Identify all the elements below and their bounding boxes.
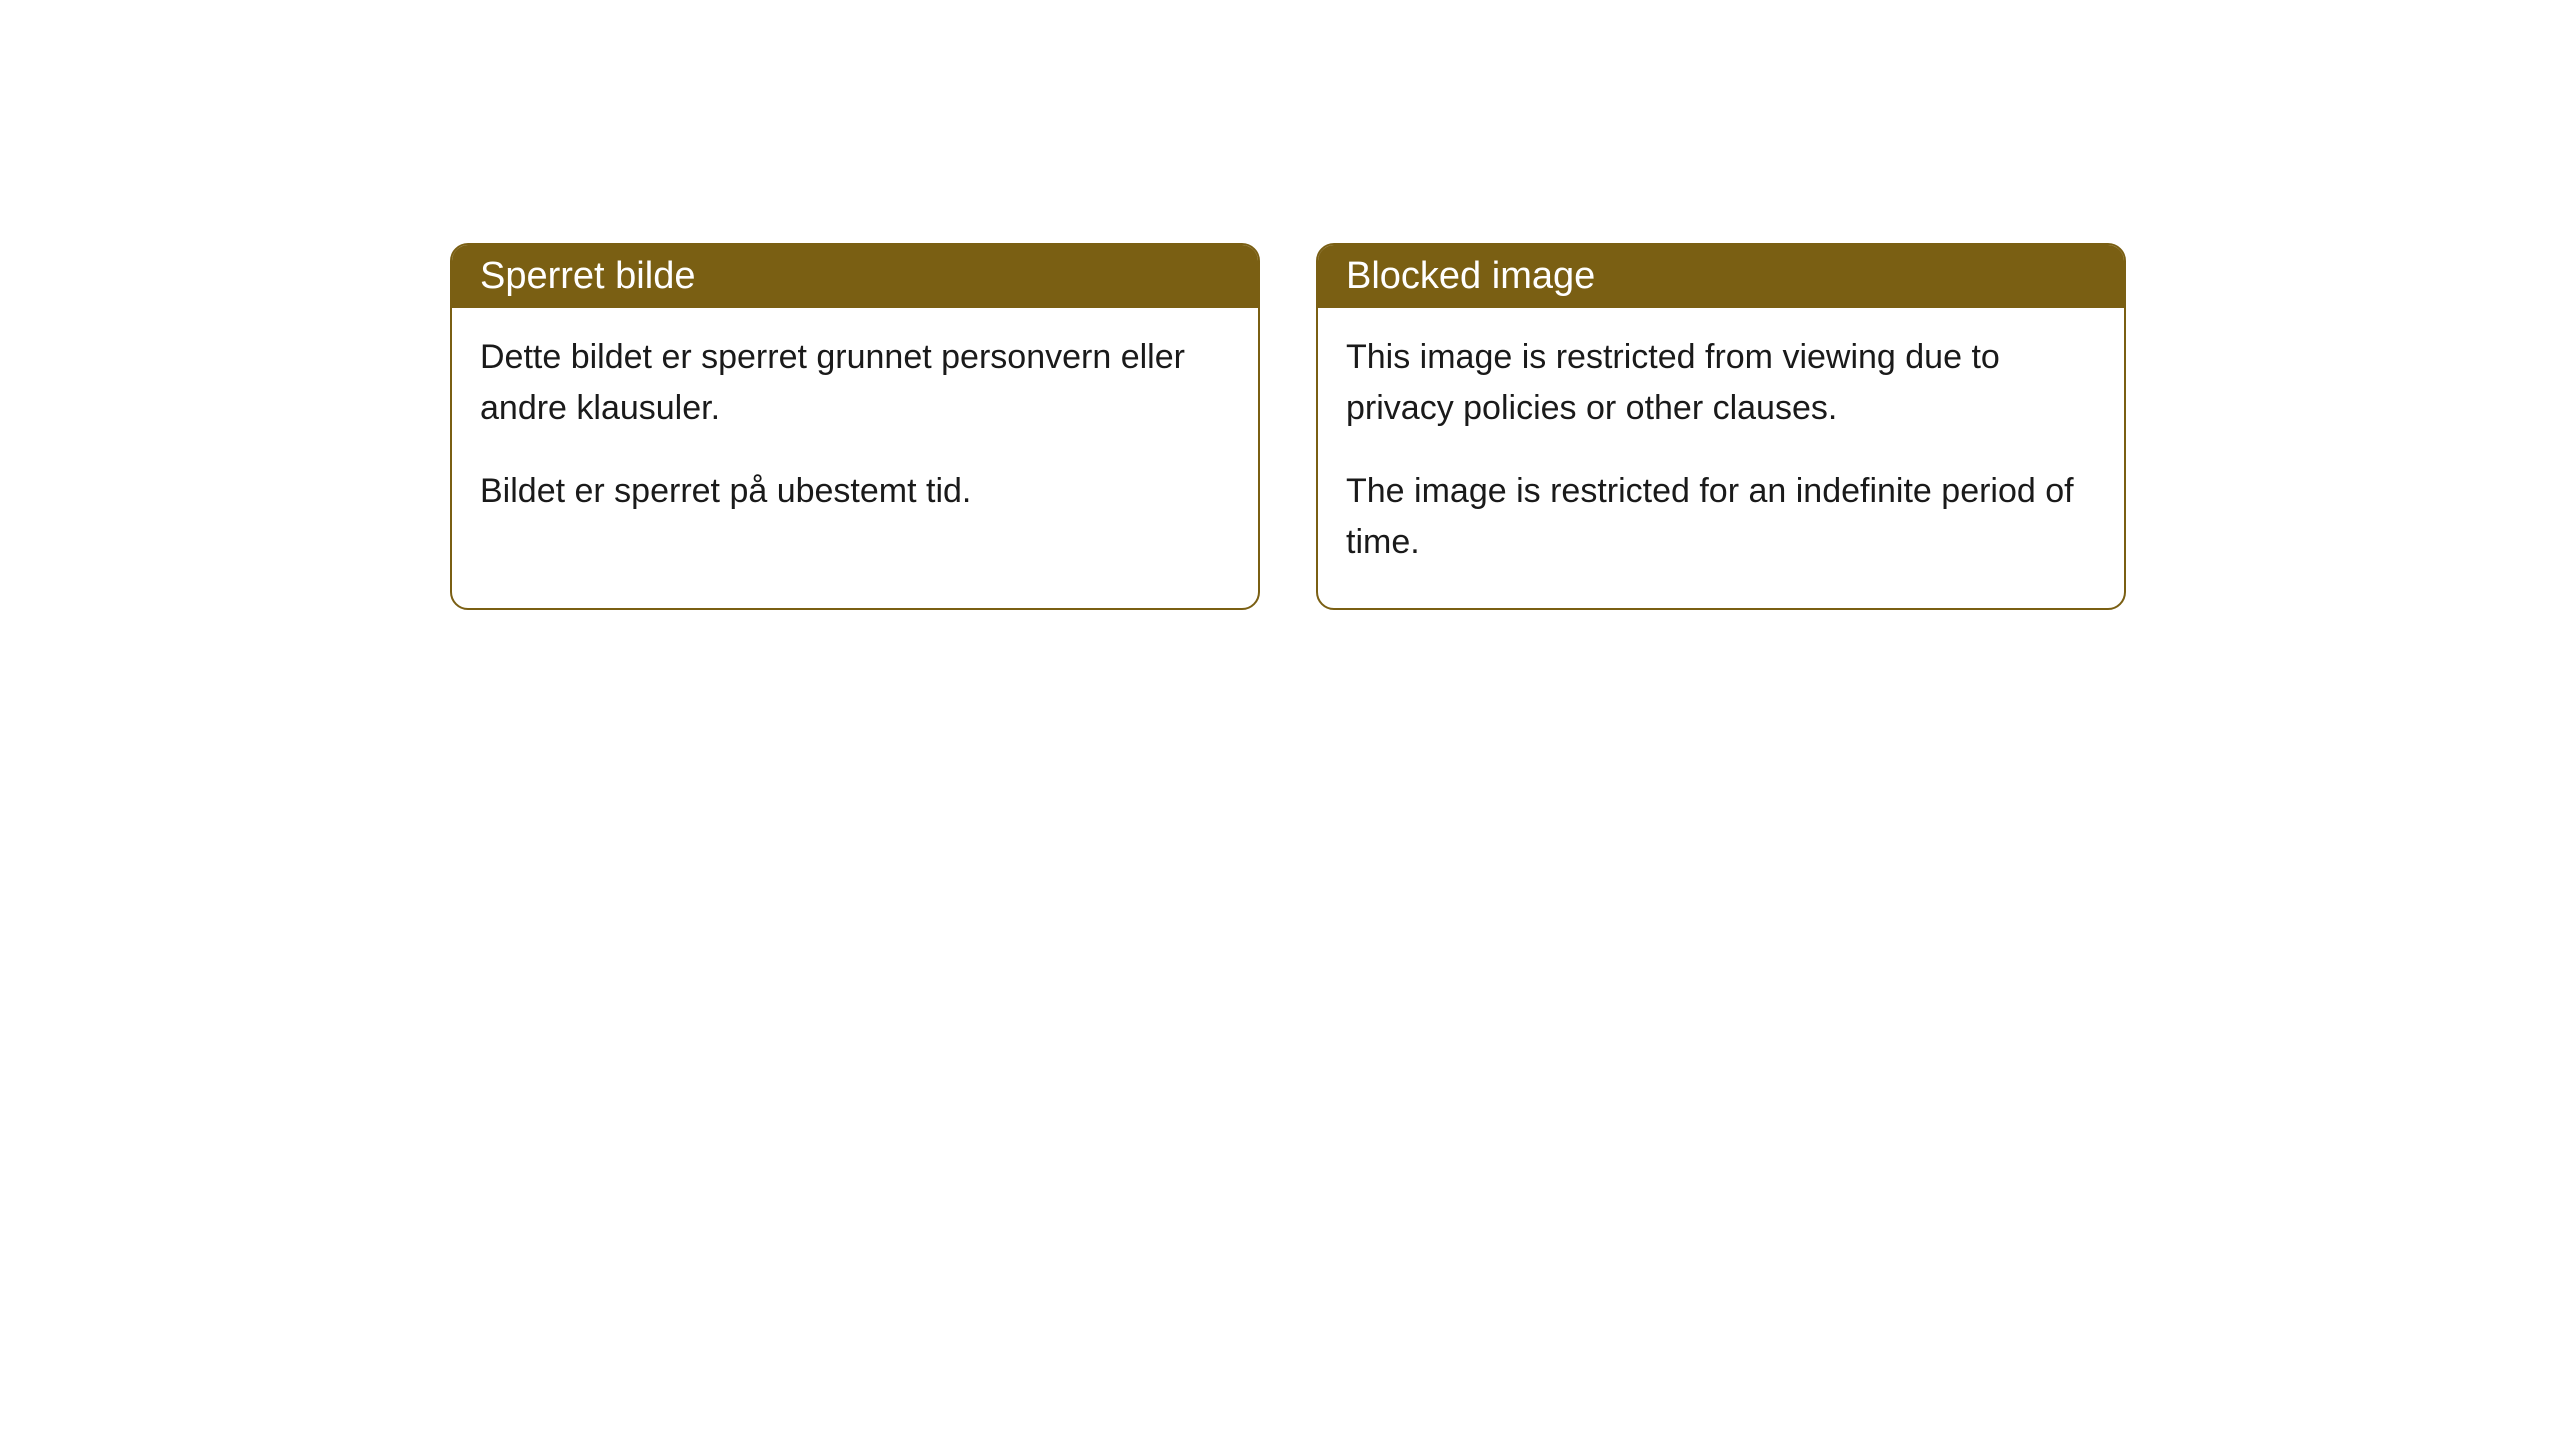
card-paragraph: The image is restricted for an indefinit… <box>1346 466 2096 568</box>
card-paragraph: Dette bildet er sperret grunnet personve… <box>480 332 1230 434</box>
card-norwegian: Sperret bilde Dette bildet er sperret gr… <box>450 243 1260 610</box>
cards-container: Sperret bilde Dette bildet er sperret gr… <box>450 243 2560 610</box>
card-title: Sperret bilde <box>480 255 695 297</box>
card-title: Blocked image <box>1346 255 1595 297</box>
card-paragraph: This image is restricted from viewing du… <box>1346 332 2096 434</box>
card-english: Blocked image This image is restricted f… <box>1316 243 2126 610</box>
card-header-norwegian: Sperret bilde <box>452 245 1258 308</box>
card-body-english: This image is restricted from viewing du… <box>1318 308 2124 608</box>
card-header-english: Blocked image <box>1318 245 2124 308</box>
card-body-norwegian: Dette bildet er sperret grunnet personve… <box>452 308 1258 557</box>
card-paragraph: Bildet er sperret på ubestemt tid. <box>480 466 1230 517</box>
